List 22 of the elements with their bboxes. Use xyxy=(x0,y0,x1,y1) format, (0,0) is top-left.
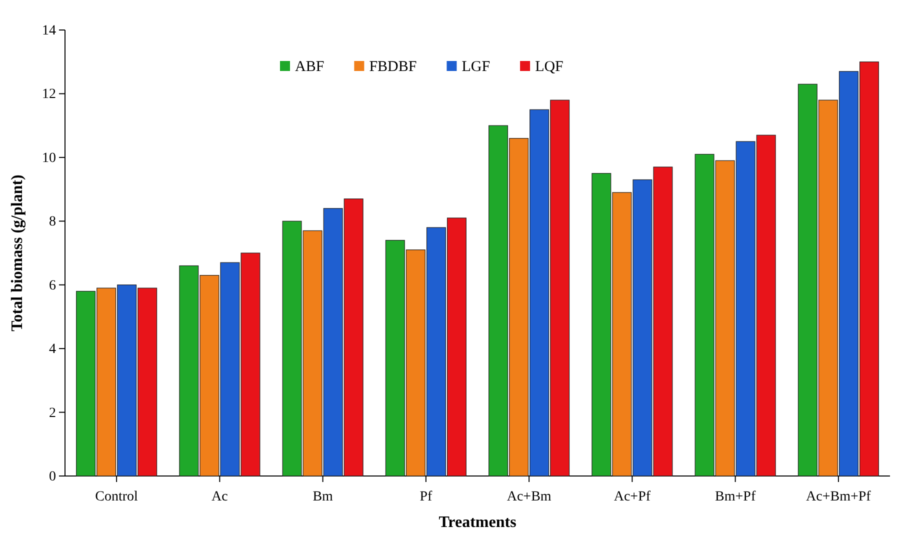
x-tick-label: Control xyxy=(95,489,138,504)
y-axis-title: Total biomass (g/plant) xyxy=(9,174,26,332)
y-tick-label: 2 xyxy=(49,406,56,421)
x-tick-label: Bm+Pf xyxy=(715,489,756,504)
x-tick-label: Ac+Bm+Pf xyxy=(806,489,872,504)
y-tick-label: 0 xyxy=(49,469,56,484)
x-axis-title: Treatments xyxy=(438,514,516,531)
legend-label: LQF xyxy=(535,59,564,75)
legend-label: LGF xyxy=(462,59,490,75)
x-tick-label: Pf xyxy=(420,489,432,504)
x-tick-label: Ac xyxy=(212,489,228,504)
y-tick-label: 6 xyxy=(49,278,56,294)
y-tick-label: 4 xyxy=(49,342,56,358)
y-tick-label: 8 xyxy=(49,214,56,230)
legend-label: ABF xyxy=(295,59,324,75)
y-tick-label: 14 xyxy=(42,23,56,38)
x-tick-label: Ac+Pf xyxy=(614,489,651,504)
y-tick-label: 12 xyxy=(42,87,56,102)
x-tick-label: Ac+Bm xyxy=(506,489,552,504)
x-tick-label: Bm xyxy=(312,489,334,504)
legend-label: FBDBF xyxy=(369,59,417,75)
y-tick-label: 10 xyxy=(42,150,56,166)
